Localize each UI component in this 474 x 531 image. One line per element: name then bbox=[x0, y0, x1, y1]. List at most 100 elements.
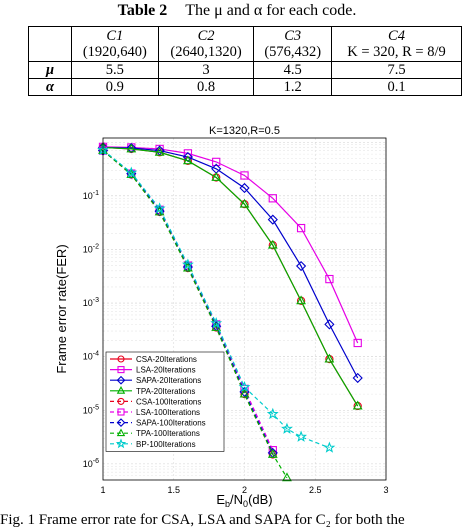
series-line bbox=[102, 149, 330, 449]
legend-marker bbox=[116, 428, 126, 437]
table-cell: 4.5 bbox=[253, 61, 332, 79]
table-row: μ 5.5 3 4.5 7.5 bbox=[28, 61, 462, 79]
data-point bbox=[352, 400, 363, 410]
table-header-cell: C1 (1920,640) bbox=[71, 26, 159, 62]
data-point bbox=[211, 172, 222, 181]
x-tick-label: 3 bbox=[383, 485, 388, 495]
data-point bbox=[126, 143, 137, 153]
legend-marker bbox=[117, 408, 125, 416]
data-point bbox=[268, 194, 277, 203]
legend-label: CSA-100Iterations bbox=[136, 397, 201, 406]
legend: CSA-20Iterations LSA-20IterationsSAPA-20I… bbox=[105, 351, 225, 452]
table-cell: 0.1 bbox=[331, 78, 462, 96]
data-point bbox=[324, 319, 335, 330]
y-tick-label: 10-5 bbox=[83, 404, 99, 415]
data-point bbox=[296, 223, 306, 233]
data-point bbox=[125, 166, 138, 178]
row-label-cell: α bbox=[28, 78, 72, 96]
data-point bbox=[267, 239, 278, 249]
y-tick-label: 10-3 bbox=[83, 297, 99, 308]
axes: 1 1.5 2 2.5 3 10-6 10-5 10-4 10-3 10-2 10-1 bbox=[83, 190, 389, 495]
legend-label: BP-100Iterations bbox=[136, 440, 196, 449]
legend-marker bbox=[116, 386, 126, 394]
legend-label: LSA-20Iterations bbox=[136, 366, 196, 375]
legend-marker bbox=[117, 397, 125, 405]
legend-entry: BP-100Iterations bbox=[110, 438, 196, 449]
table-corner-cell bbox=[28, 26, 72, 62]
y-tick-label: 10-1 bbox=[83, 190, 99, 201]
table-caption: Table 2 The μ and α for each code. bbox=[0, 2, 474, 20]
data-point bbox=[238, 380, 251, 393]
data-point bbox=[240, 171, 249, 180]
data-point bbox=[239, 182, 250, 194]
data-point bbox=[181, 258, 194, 270]
series-line bbox=[102, 146, 359, 344]
legend-entry: LSA-100Iterations bbox=[110, 408, 200, 417]
data-point bbox=[154, 146, 165, 156]
table-cell: 7.5 bbox=[331, 61, 462, 79]
table-row: α 0.9 0.8 1.2 0.1 bbox=[28, 78, 462, 96]
y-tick-label: 10-6 bbox=[83, 458, 99, 469]
table-cell: 1.2 bbox=[253, 78, 332, 96]
data-point bbox=[295, 430, 308, 442]
fer-chart: 1 1.5 2 2.5 3 10-6 10-5 10-4 10-3 10-2 10-1 K=1320… bbox=[54, 125, 389, 509]
row-label-cell: μ bbox=[28, 61, 72, 79]
legend-entry: TPA-20Iterations bbox=[110, 386, 195, 396]
parameter-table: C1 (1920,640) C2 (2640,1320) C3 (576,432) C… bbox=[28, 26, 462, 96]
legend-entry: SAPA-20Iterations bbox=[110, 375, 201, 385]
data-point bbox=[183, 155, 193, 165]
data-point bbox=[267, 214, 278, 225]
x-tick-label: 1 bbox=[100, 485, 105, 495]
legend-label: LSA-100Iterations bbox=[136, 408, 200, 417]
table-cell: 0.8 bbox=[157, 78, 255, 96]
data-point bbox=[325, 274, 334, 284]
legend-entry: TPA-100Iterations bbox=[110, 428, 200, 438]
table-cell: 5.5 bbox=[71, 61, 159, 79]
y-tick-label: 10-2 bbox=[83, 243, 99, 254]
table-cell: 0.9 bbox=[71, 78, 159, 96]
legend-entry: LSA-20Iterations bbox=[110, 366, 196, 375]
chart-title: K=1320,R=0.5 bbox=[209, 125, 280, 137]
series-line bbox=[102, 146, 359, 407]
data-point bbox=[323, 441, 336, 453]
figure-caption: Fig. 1 Frame error rate for CSA, LSA and… bbox=[0, 512, 405, 528]
legend-label: TPA-100Iterations bbox=[136, 429, 200, 438]
x-axis-label: Eb/N0(dB) bbox=[216, 492, 272, 509]
table-header-cell: C4 K = 320, R = 8/9 bbox=[331, 26, 462, 62]
legend-label: SAPA-100Iterations bbox=[136, 419, 206, 428]
y-axis-label: Frame error rate(FER) bbox=[54, 244, 69, 373]
data-point bbox=[353, 338, 362, 348]
legend-marker bbox=[116, 375, 126, 385]
table-header-cell: C2 (2640,1320) bbox=[157, 26, 255, 62]
plot-frame bbox=[102, 137, 387, 481]
table-caption-text: The μ and α for each code. bbox=[185, 2, 357, 19]
data-point bbox=[153, 202, 166, 214]
legend-marker bbox=[117, 366, 125, 374]
legend-entry: CSA-100Iterations bbox=[110, 397, 201, 406]
y-tick-label: 10-4 bbox=[83, 351, 99, 362]
table-header-row: C1 (1920,640) C2 (2640,1320) C3 (576,432) C… bbox=[28, 26, 462, 62]
data-point bbox=[210, 317, 223, 329]
legend-entry: CSA-20Iterations bbox=[110, 355, 197, 364]
legend-marker bbox=[117, 355, 125, 363]
data-point bbox=[212, 157, 221, 167]
table-number: Table 2 bbox=[117, 2, 168, 19]
data-point bbox=[266, 407, 279, 420]
legend-label: CSA-20Iterations bbox=[136, 355, 197, 364]
table-cell: 3 bbox=[157, 61, 255, 79]
legend-marker bbox=[115, 438, 127, 449]
table-header-cell: C3 (576,432) bbox=[253, 26, 332, 62]
legend-entry: SAPA-100Iterations bbox=[110, 418, 206, 428]
data-point bbox=[239, 198, 250, 208]
legend-label: TPA-20Iterations bbox=[136, 387, 195, 396]
data-point bbox=[296, 295, 306, 305]
series-line bbox=[102, 150, 288, 479]
data-point bbox=[239, 388, 250, 398]
data-point bbox=[282, 472, 292, 482]
x-tick-label: 2 bbox=[242, 485, 247, 495]
series-tpa-20iterations bbox=[98, 141, 363, 410]
data-point bbox=[267, 448, 278, 458]
data-point bbox=[281, 422, 293, 434]
x-tick-label: 1.5 bbox=[167, 485, 180, 495]
legend-label: SAPA-20Iterations bbox=[136, 376, 201, 385]
